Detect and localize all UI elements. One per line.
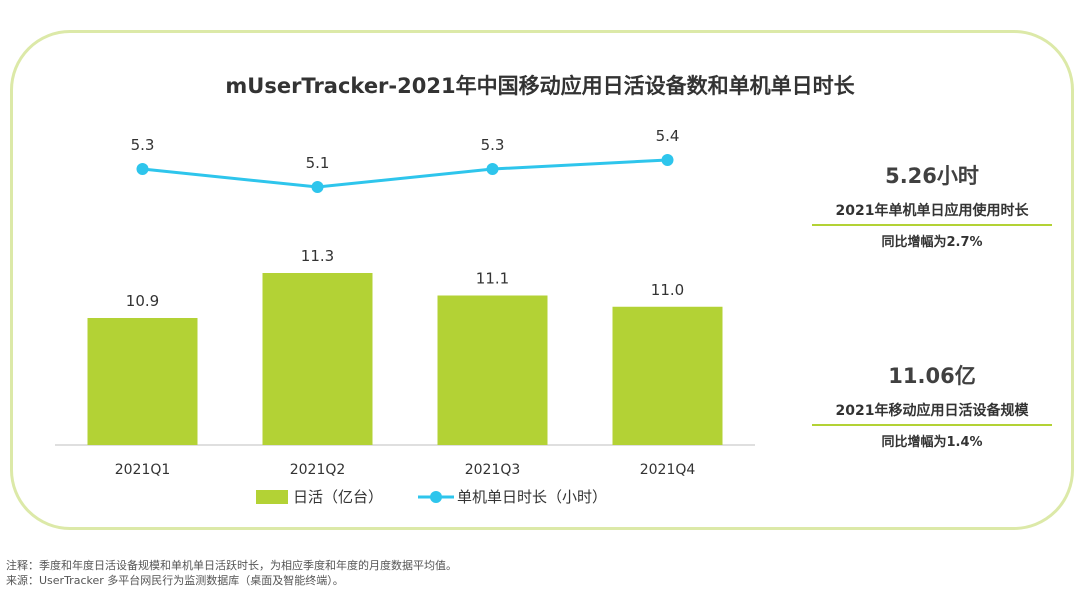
bar-2021Q1 <box>87 318 198 445</box>
line-point-2021Q4 <box>661 154 674 166</box>
legend-line-label: 单机单日时长（小时） <box>457 488 607 506</box>
bar-label-2021Q2: 11.3 <box>301 247 334 265</box>
summary-dau-value: 11.06亿 <box>888 364 976 388</box>
legend-line-marker <box>430 491 442 503</box>
summary-duration-growth: 同比增幅为2.7% <box>881 235 983 250</box>
bar-label-2021Q4: 11.0 <box>651 281 684 299</box>
x-tick-2021Q3: 2021Q3 <box>465 462 521 478</box>
legend-bar-swatch <box>256 490 288 504</box>
summary-duration: 5.26小时 2021年单机单日应用使用时长 同比增幅为2.7% <box>812 160 1052 250</box>
line-point-2021Q2 <box>311 181 324 193</box>
bar-2021Q2 <box>262 273 373 445</box>
x-tick-2021Q1: 2021Q1 <box>115 462 171 478</box>
legend-bar-label: 日活（亿台） <box>293 488 383 506</box>
bar-label-2021Q1: 10.9 <box>126 292 159 310</box>
line-label-2021Q1: 5.3 <box>131 136 155 154</box>
line-duration <box>142 158 668 189</box>
line-label-2021Q4: 5.4 <box>656 127 680 145</box>
summary-duration-label: 2021年单机单日应用使用时长 <box>812 200 1052 226</box>
line-point-2021Q3 <box>486 163 499 175</box>
chart-title: mUserTracker-2021年中国移动应用日活设备数和单机单日时长 <box>225 74 855 98</box>
x-tick-2021Q2: 2021Q2 <box>290 462 346 478</box>
summary-dau-label: 2021年移动应用日活设备规模 <box>812 400 1052 426</box>
x-tick-2021Q4: 2021Q4 <box>640 462 696 478</box>
summary-dau-growth: 同比增幅为1.4% <box>881 435 983 450</box>
line-label-2021Q2: 5.1 <box>306 154 330 172</box>
summary-duration-value: 5.26小时 <box>885 164 979 188</box>
line-label-2021Q3: 5.3 <box>481 136 505 154</box>
line-point-2021Q1 <box>136 163 149 175</box>
source-text: 来源：UserTracker 多平台网民行为监测数据库（桌面及智能终端）。 <box>6 574 344 587</box>
footnotes: 注释：季度和年度日活设备规模和单机单日活跃时长，为相应季度和年度的月度数据平均值… <box>6 558 457 588</box>
bar-2021Q4 <box>612 306 723 445</box>
combo-chart: 10.9 2021Q1 11.3 2021Q2 11.1 2021Q3 11.0 2021Q4… <box>55 127 755 506</box>
chart-card <box>10 30 1074 530</box>
note-text: 注释：季度和年度日活设备规模和单机单日活跃时长，为相应季度和年度的月度数据平均值… <box>6 559 457 572</box>
summary-dau: 11.06亿 2021年移动应用日活设备规模 同比增幅为1.4% <box>812 360 1052 450</box>
bar-label-2021Q3: 11.1 <box>476 270 509 288</box>
bar-2021Q3 <box>437 295 548 445</box>
